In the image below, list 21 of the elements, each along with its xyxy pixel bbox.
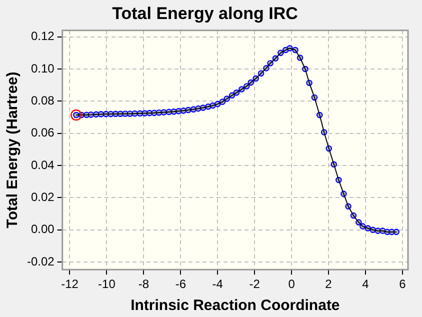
x-tick-label: -6 [175,277,186,292]
y-tick-label: 0.06 [30,126,55,140]
x-tick-label: -10 [98,277,116,292]
y-tick-label: 0.10 [30,61,55,76]
y-axis-title: Total Energy (Hartree) [4,72,22,228]
chart-title: Total Energy along IRC [112,4,298,23]
y-tick-label: 0.04 [30,158,55,172]
x-tick-label: 0 [288,277,296,292]
x-tick-label: 6 [399,277,406,292]
y-tick-label: -0.02 [26,254,55,268]
y-tick-label: 0.12 [30,29,55,44]
x-tick-label: -12 [61,277,79,292]
x-tick-label: -4 [212,277,224,292]
x-tick-label: 4 [362,277,370,292]
y-tick-label: 0.08 [30,93,55,108]
x-axis-title: Intrinsic Reaction Coordinate [130,297,340,314]
x-tick-label: -2 [249,277,260,292]
x-tick-label: 2 [325,277,332,292]
x-tick-label: -8 [138,277,150,292]
y-tick-label: 0.02 [30,190,55,204]
y-tick-label: 0.00 [30,222,55,236]
